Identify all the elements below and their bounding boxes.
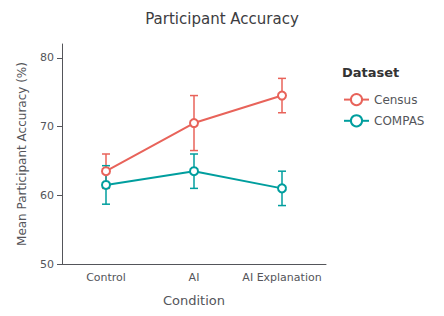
svg-text:AI: AI <box>189 271 200 284</box>
svg-text:Mean Participant Accuracy (%): Mean Participant Accuracy (%) <box>15 62 29 246</box>
svg-text:80: 80 <box>40 51 54 64</box>
svg-text:Census: Census <box>374 93 417 107</box>
svg-text:70: 70 <box>40 120 54 133</box>
svg-text:50: 50 <box>40 258 54 271</box>
svg-text:60: 60 <box>40 189 54 202</box>
svg-text:COMPAS: COMPAS <box>374 114 424 128</box>
svg-text:Control: Control <box>86 271 126 284</box>
svg-text:Dataset: Dataset <box>342 65 399 80</box>
svg-text:Participant Accuracy: Participant Accuracy <box>145 10 299 28</box>
svg-text:AI Explanation: AI Explanation <box>242 271 321 284</box>
svg-text:Condition: Condition <box>163 293 225 308</box>
